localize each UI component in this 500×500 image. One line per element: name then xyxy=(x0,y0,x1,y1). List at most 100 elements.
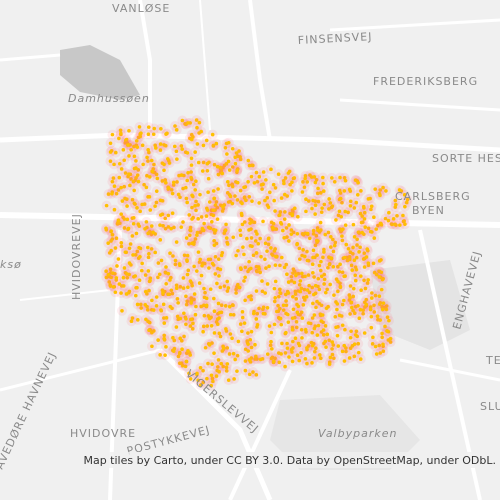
point xyxy=(310,285,315,290)
point xyxy=(231,303,235,308)
point xyxy=(259,254,263,259)
point xyxy=(373,293,378,298)
point xyxy=(122,217,127,221)
point xyxy=(380,305,384,309)
point xyxy=(131,179,136,184)
point xyxy=(195,371,199,376)
point xyxy=(204,296,209,301)
point xyxy=(199,129,203,134)
point xyxy=(157,272,162,277)
point xyxy=(331,264,336,269)
point xyxy=(374,272,379,277)
point xyxy=(203,345,208,350)
point xyxy=(349,329,353,334)
point xyxy=(134,231,139,236)
point xyxy=(265,352,270,356)
point xyxy=(211,189,216,193)
point xyxy=(207,316,212,321)
point xyxy=(240,310,245,314)
point xyxy=(112,207,117,212)
point xyxy=(331,343,336,347)
point xyxy=(356,341,361,346)
point xyxy=(323,339,328,344)
point xyxy=(153,250,158,255)
point xyxy=(253,239,258,243)
point xyxy=(333,240,338,245)
point xyxy=(263,257,267,262)
point xyxy=(299,350,303,355)
point xyxy=(278,263,282,268)
point xyxy=(342,274,346,279)
point xyxy=(228,312,233,317)
point xyxy=(277,294,281,299)
point xyxy=(370,342,375,346)
point xyxy=(324,345,328,349)
point xyxy=(164,265,168,269)
place-label: CARLSBERG xyxy=(395,190,471,203)
point xyxy=(218,267,223,272)
point xyxy=(260,279,264,283)
point xyxy=(311,232,316,236)
point xyxy=(380,331,384,336)
point xyxy=(188,228,193,233)
point xyxy=(356,350,361,355)
point xyxy=(109,239,113,243)
point xyxy=(173,124,177,128)
place-label: HVIDOVRE xyxy=(70,427,136,440)
point xyxy=(342,175,347,180)
point xyxy=(235,353,240,358)
point xyxy=(179,225,184,229)
point xyxy=(383,324,387,329)
point xyxy=(233,357,237,362)
point xyxy=(322,202,327,207)
point xyxy=(121,148,126,152)
point xyxy=(336,289,340,294)
point xyxy=(124,292,129,296)
point xyxy=(108,267,113,271)
point xyxy=(162,162,166,167)
point xyxy=(354,255,359,260)
point xyxy=(113,290,118,295)
point xyxy=(187,371,191,376)
point xyxy=(193,188,198,192)
point xyxy=(135,145,140,149)
point xyxy=(164,345,168,349)
point xyxy=(145,308,150,312)
point xyxy=(285,235,289,239)
point xyxy=(312,175,317,179)
point xyxy=(285,341,289,346)
point xyxy=(380,277,385,282)
point xyxy=(195,269,199,273)
point xyxy=(237,285,242,290)
point xyxy=(200,263,204,268)
point xyxy=(215,164,220,169)
point xyxy=(209,323,214,328)
point xyxy=(247,259,251,264)
point xyxy=(151,308,156,312)
point xyxy=(336,344,341,348)
point xyxy=(188,233,192,238)
point xyxy=(154,303,159,308)
point xyxy=(261,170,266,174)
point xyxy=(151,132,156,137)
point xyxy=(225,242,230,246)
point xyxy=(393,198,398,203)
point xyxy=(208,287,213,291)
point xyxy=(251,370,255,374)
point xyxy=(189,170,193,174)
point xyxy=(143,302,148,307)
point xyxy=(150,330,154,335)
point xyxy=(242,321,247,325)
point xyxy=(144,317,148,322)
point xyxy=(321,189,326,193)
point xyxy=(216,187,220,191)
point xyxy=(180,363,185,368)
point xyxy=(261,311,266,316)
point xyxy=(198,365,203,370)
point-cluster xyxy=(100,115,413,391)
point xyxy=(370,291,374,295)
point xyxy=(188,353,193,357)
point xyxy=(271,221,276,226)
point xyxy=(119,167,124,171)
point xyxy=(170,211,175,216)
